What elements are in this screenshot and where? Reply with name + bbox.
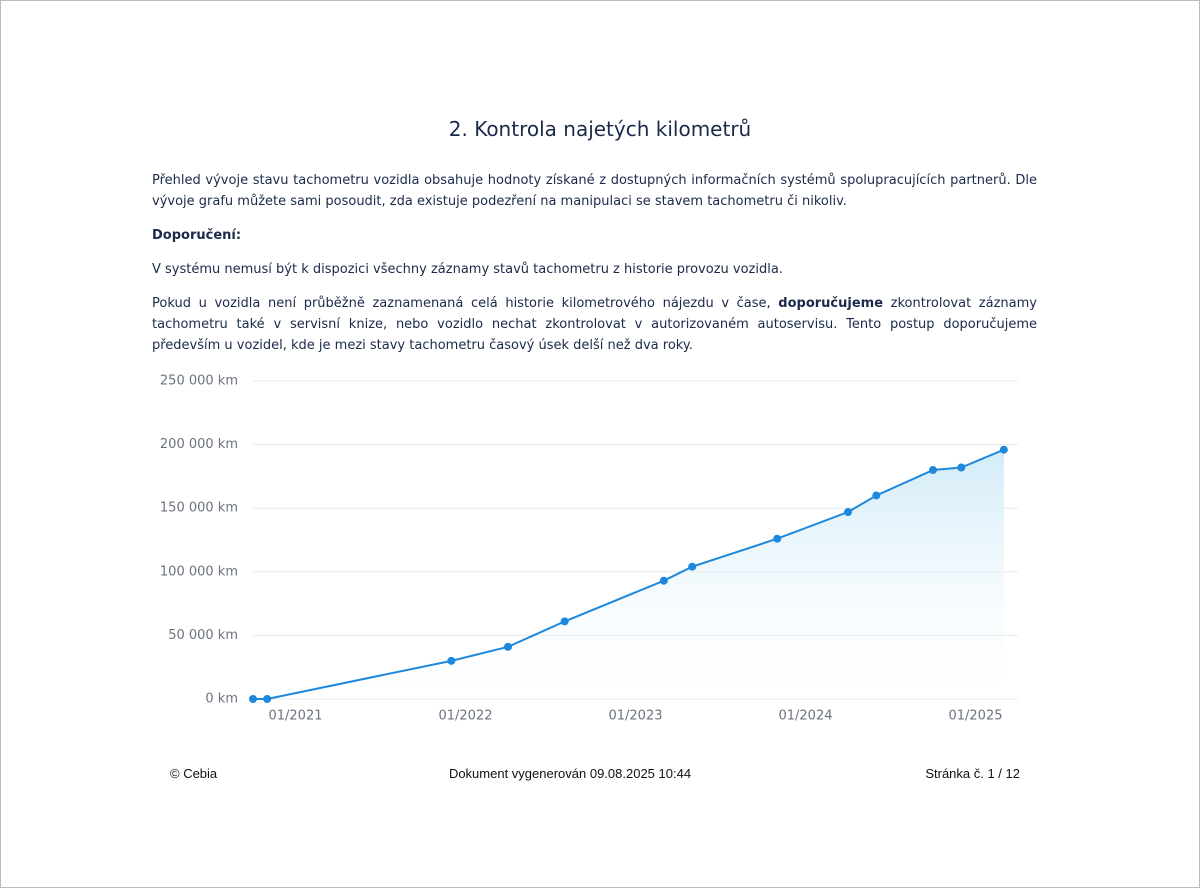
data-point <box>659 576 668 585</box>
data-point <box>957 463 966 472</box>
data-point <box>872 491 881 500</box>
data-point <box>447 656 456 665</box>
data-point <box>249 695 257 703</box>
paragraph: Doporučení: <box>152 225 1037 246</box>
data-point <box>560 617 569 626</box>
paragraph: Pokud u vozidla není průběžně zaznamenan… <box>152 293 1037 356</box>
area <box>253 449 1004 699</box>
y-tick-label: 150 000 km <box>160 501 238 516</box>
x-tick-label: 01/2022 <box>438 709 492 724</box>
footer-center: Dokument vygenerován 09.08.2025 10:44 <box>448 766 692 781</box>
text: zkontrolovat záznamy tachometru také v s… <box>152 296 1037 353</box>
body-text: Přehled vývoje stavu tachometru vozidla … <box>152 170 1037 369</box>
y-tick-label: 100 000 km <box>160 564 238 579</box>
text: Přehled vývoje stavu tachometru vozidla … <box>152 173 1037 209</box>
data-point <box>844 508 852 517</box>
x-tick-label: 01/2025 <box>948 709 1002 724</box>
heading: Doporučení: <box>152 228 242 243</box>
paragraph: Přehled vývoje stavu tachometru vozidla … <box>152 170 1037 212</box>
footer-left: © Cebia <box>170 766 218 781</box>
x-tick-label: 01/2021 <box>268 709 322 724</box>
data-point <box>688 562 697 571</box>
text: V systému nemusí být k dispozici všechny… <box>152 262 783 277</box>
y-tick-label: 50 000 km <box>168 628 238 643</box>
paragraph: V systému nemusí být k dispozici všechny… <box>152 259 1037 280</box>
data-point <box>773 534 782 543</box>
y-tick-label: 250 000 km <box>160 374 238 389</box>
data-point <box>263 695 272 703</box>
data-point <box>504 642 512 651</box>
emphasis: doporučujeme <box>778 296 884 311</box>
data-point <box>999 445 1008 454</box>
section-title: 2. Kontrola najetých kilometrů <box>448 117 752 141</box>
x-tick-label: 01/2024 <box>778 709 832 724</box>
x-tick-label: 01/2023 <box>608 709 662 724</box>
data-point <box>929 466 937 475</box>
text: Pokud u vozidla není průběžně zaznamenan… <box>152 296 779 311</box>
footer-right: Stránka č. 1 / 12 <box>925 766 1020 781</box>
y-tick-label: 0 km <box>205 692 238 707</box>
y-tick-label: 200 000 km <box>160 437 238 452</box>
